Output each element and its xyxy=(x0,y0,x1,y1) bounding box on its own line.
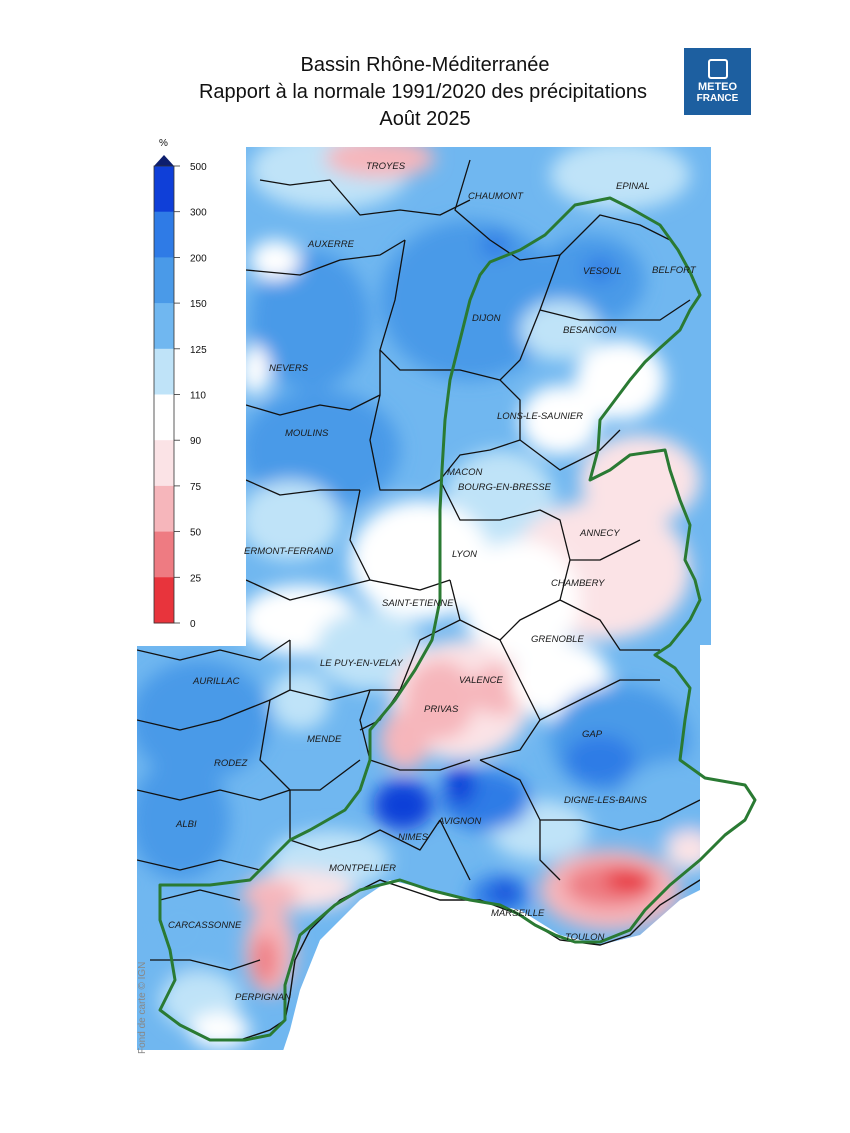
city-label-bourg-en-bresse: BOURG-EN-BRESSE xyxy=(458,482,552,493)
city-label-dijon: DIJON xyxy=(472,313,501,324)
legend-color-swatch xyxy=(154,303,174,350)
city-label-moulins: MOULINS xyxy=(285,428,329,439)
city-label-grenoble: GRENOBLE xyxy=(531,634,584,645)
city-label-chaumont: CHAUMONT xyxy=(468,191,524,202)
legend-color-swatch xyxy=(154,211,174,258)
legend-tick-label: 125 xyxy=(190,345,207,356)
city-label-lyon: LYON xyxy=(452,549,477,560)
city-label-besancon: BESANCON xyxy=(563,325,616,336)
city-label-marseille: MARSEILLE xyxy=(491,908,545,919)
city-label-saint-etienne: SAINT-ETIENNE xyxy=(382,598,454,609)
legend-tick-label: 50 xyxy=(190,528,202,539)
city-label-carcassonne: CARCASSONNE xyxy=(168,920,242,931)
city-label-mende: MENDE xyxy=(307,734,342,745)
logo-mark-icon xyxy=(707,59,728,79)
legend-overflow-triangle xyxy=(154,155,174,166)
legend-color-swatch xyxy=(154,257,174,304)
city-label-lons-le-saunier: LONS-LE-SAUNIER xyxy=(497,411,583,422)
city-label-epinal: EPINAL xyxy=(616,181,650,192)
city-label-avignon: AVIGNON xyxy=(437,816,481,827)
department-boundaries xyxy=(137,159,701,971)
legend-tick-label: 75 xyxy=(190,482,202,493)
city-label-rodez: RODEZ xyxy=(214,758,248,769)
city-label-belfort: BELFORT xyxy=(652,265,697,276)
city-label-clermont-ferrand: ERMONT-FERRAND xyxy=(244,546,334,557)
legend-color-swatch xyxy=(154,485,174,533)
basin-outline xyxy=(158,196,757,1042)
city-label-valence: VALENCE xyxy=(459,675,503,686)
legend-unit: % xyxy=(159,138,168,149)
city-label-vesoul: VESOUL xyxy=(583,266,622,277)
legend-tick-label: 90 xyxy=(190,436,202,447)
legend: % 500 300 200 150 125 110 90 75 50 25 0 xyxy=(153,138,207,630)
legend-color-swatch xyxy=(154,440,174,487)
legend-tick-label: 0 xyxy=(190,619,196,630)
city-label-le-puy-en-velay: LE PUY-EN-VELAY xyxy=(320,658,403,669)
city-label-privas: PRIVAS xyxy=(424,704,459,715)
legend-color-swatch xyxy=(154,348,174,395)
legend-tick-label: 110 xyxy=(190,391,206,402)
city-label-annecy: ANNECY xyxy=(579,528,620,539)
legend-color-swatch xyxy=(154,394,174,441)
meteo-france-logo-icon: METEO FRANCE xyxy=(684,48,751,115)
logo-text-line1: METEO xyxy=(697,81,738,93)
map-title-line1: Bassin Rhône-Méditerranée xyxy=(300,54,550,76)
map-title-line2: Rapport à la normale 1991/2020 des préci… xyxy=(198,81,648,103)
city-label-macon: MACON xyxy=(447,467,483,478)
city-label-toulon: TOULON xyxy=(565,932,605,943)
legend-tick-label: 25 xyxy=(190,573,202,584)
city-label-troyes: TROYES xyxy=(366,161,406,172)
legend-color-swatch xyxy=(154,577,174,624)
city-label-chambery: CHAMBERY xyxy=(551,578,605,589)
legend-tick-label: 150 xyxy=(190,299,207,310)
legend-color-swatch xyxy=(154,166,174,213)
city-label-albi: ALBI xyxy=(175,819,197,830)
city-label-digne-les-bains: DIGNE-LES-BAINS xyxy=(564,795,648,806)
logo-text-line2: FRANCE xyxy=(696,93,739,104)
city-label-perpignan: PERPIGNAN xyxy=(235,992,291,1003)
city-label-aurillac: AURILLAC xyxy=(192,676,240,687)
city-label-auxerre: AUXERRE xyxy=(307,239,355,250)
city-label-nimes: NIMES xyxy=(398,832,429,843)
legend-tick-label: 300 xyxy=(190,208,207,219)
city-label-gap: GAP xyxy=(582,729,603,740)
map-title-line3: Août 2025 xyxy=(379,108,471,130)
legend-color-swatch xyxy=(154,531,174,578)
city-label-montpellier: MONTPELLIER xyxy=(329,863,396,874)
legend-tick-label: 500 xyxy=(190,162,207,173)
legend-tick-label: 200 xyxy=(190,253,207,264)
city-labels: TROYES CHAUMONT EPINAL AUXERRE VESOUL BE… xyxy=(168,161,697,1003)
city-label-nevers: NEVERS xyxy=(269,363,309,374)
map-credit: Fond de carte © IGN xyxy=(137,961,148,1054)
